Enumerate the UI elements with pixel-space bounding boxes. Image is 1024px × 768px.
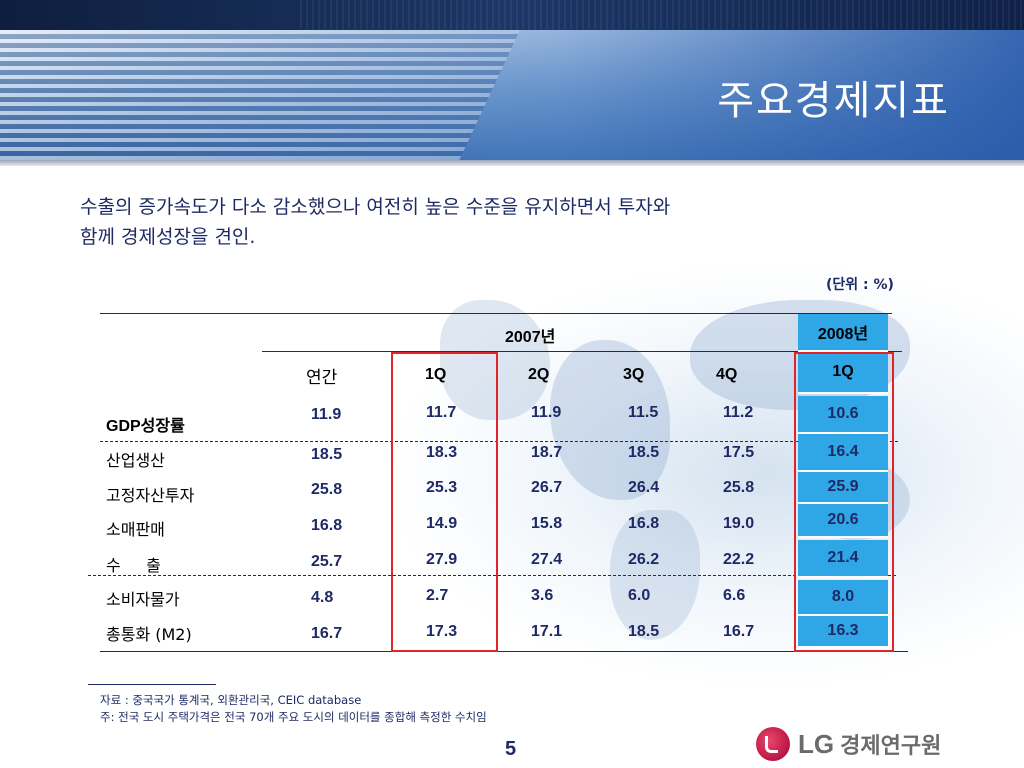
cell-value: 25.9 [827, 478, 859, 495]
table-cell-2008: 21.4 [798, 540, 888, 578]
table-cell-q4: 19.0 [723, 515, 755, 532]
year-2008-header: 2008년 [798, 314, 888, 352]
slide-subtitle: 수출의 증가속도가 다소 감소했으나 여전히 높은 수준을 유지하면서 투자와 … [80, 192, 960, 252]
table-cell-q1: 11.7 [426, 404, 457, 421]
table-cell-2008: 10.6 [798, 396, 888, 434]
table-cell-q4: 16.7 [723, 623, 755, 640]
cell-value: 21.4 [827, 549, 859, 566]
row-label: 수 출 [106, 556, 161, 575]
table-cell-q1: 17.3 [426, 623, 458, 640]
page-number: 5 [505, 738, 517, 760]
col-header-q4: 4Q [716, 366, 738, 383]
table-cell-annual: 25.7 [311, 553, 343, 570]
cell-value: 10.6 [827, 405, 859, 422]
highlight-box-2007-q1 [391, 352, 498, 652]
row-label: 산업생산 [106, 451, 165, 470]
cell-value: 8.0 [831, 588, 855, 605]
table-cell-q1: 27.9 [426, 551, 458, 568]
table-cell-annual: 11.9 [311, 406, 342, 423]
table-cell-annual: 25.8 [311, 481, 343, 498]
cell-value: 16.4 [827, 443, 859, 460]
row-label: 소매판매 [106, 520, 165, 539]
table-cell-q3: 11.5 [628, 404, 659, 421]
unit-label: (단위 : %) [826, 277, 894, 293]
top-bar-stripes [300, 0, 1024, 30]
row-dashed-rule [100, 441, 898, 442]
table-cell-q2: 3.6 [531, 587, 554, 604]
table-cell-annual: 18.5 [311, 446, 343, 463]
top-bar [0, 0, 1024, 30]
row-label: GDP성장률 [106, 418, 185, 435]
table-top-rule [100, 313, 892, 314]
subtitle-line-1: 수출의 증가속도가 다소 감소했으나 여전히 높은 수준을 유지하면서 투자와 [80, 196, 671, 218]
table-cell-q3: 6.0 [628, 587, 651, 604]
table-cell-q4: 6.6 [723, 587, 746, 604]
table-cell-q2: 26.7 [531, 479, 563, 496]
logo-brand: LG [798, 728, 835, 759]
row-label: 고정자산투자 [106, 486, 195, 505]
q2008-label: 1Q [832, 363, 854, 380]
logo-name: 경제연구원 [840, 734, 942, 759]
table-cell-2008: 8.0 [798, 580, 888, 616]
year-2008-label: 2008년 [817, 326, 869, 343]
row-label: 총통화 (M2) [106, 625, 192, 644]
table-cell-q2: 17.1 [531, 623, 563, 640]
table-cell-q1: 2.7 [426, 587, 449, 604]
footnote-divider [88, 684, 216, 685]
col-header-annual: 연간 [306, 368, 338, 388]
table-cell-q2: 27.4 [531, 551, 563, 568]
banner-gradient [0, 30, 1024, 160]
banner-divider [0, 160, 1024, 166]
table-cell-q2: 15.8 [531, 515, 563, 532]
slide-title: 주요경제지표 [717, 78, 950, 124]
table-cell-annual: 16.7 [311, 625, 343, 642]
table-cell-q3: 26.2 [628, 551, 660, 568]
footnote-note: 주: 전국 도시 주택가격은 전국 70개 주요 도시의 데이터를 종합해 측정… [100, 710, 487, 724]
table-cell-2008: 20.6 [798, 504, 888, 538]
table-cell-q2: 11.9 [531, 404, 562, 421]
highlight-box-2008-q1 [794, 352, 894, 652]
table-cell-2008: 16.3 [798, 616, 888, 646]
table-cell-2008: 25.9 [798, 472, 888, 504]
table-cell-q2: 18.7 [531, 444, 563, 461]
header-banner: 주요경제지표 [0, 30, 1024, 160]
cell-value: 16.3 [827, 622, 859, 639]
table-cell-q3: 18.5 [628, 623, 660, 640]
q2008-header: 1Q [798, 352, 888, 394]
lg-face-icon [756, 727, 790, 761]
subtitle-line-2: 함께 경제성장을 견인. [80, 226, 256, 248]
table-bottom-rule [100, 651, 908, 652]
year-2007-header: 2007년 [505, 329, 556, 346]
table-cell-q3: 26.4 [628, 479, 660, 496]
row-label: 소비자물가 [106, 590, 180, 609]
table-cell-q1: 14.9 [426, 515, 458, 532]
table-cell-2008: 16.4 [798, 434, 888, 472]
col-header-q1: 1Q [425, 366, 447, 383]
footnote-source: 자료 : 중국국가 통계국, 외환관리국, CEIC database [100, 693, 362, 707]
map-landmass [440, 300, 550, 420]
table-cell-q4: 25.8 [723, 479, 755, 496]
table-cell-q4: 22.2 [723, 551, 755, 568]
table-cell-annual: 4.8 [311, 589, 334, 606]
lg-logo: LG 경제연구원 [756, 722, 976, 766]
table-cell-q3: 16.8 [628, 515, 660, 532]
table-cell-q4: 17.5 [723, 444, 755, 461]
table-cell-annual: 16.8 [311, 517, 343, 534]
table-cell-q3: 18.5 [628, 444, 660, 461]
col-header-q3: 3Q [623, 366, 645, 383]
table-cell-q4: 11.2 [723, 404, 754, 421]
map-landmass [550, 340, 670, 500]
table-cell-q1: 18.3 [426, 444, 458, 461]
header-rule [262, 351, 902, 352]
table-cell-q1: 25.3 [426, 479, 458, 496]
row-dashed-rule [88, 575, 896, 576]
cell-value: 20.6 [827, 511, 859, 528]
col-header-q2: 2Q [528, 366, 550, 383]
